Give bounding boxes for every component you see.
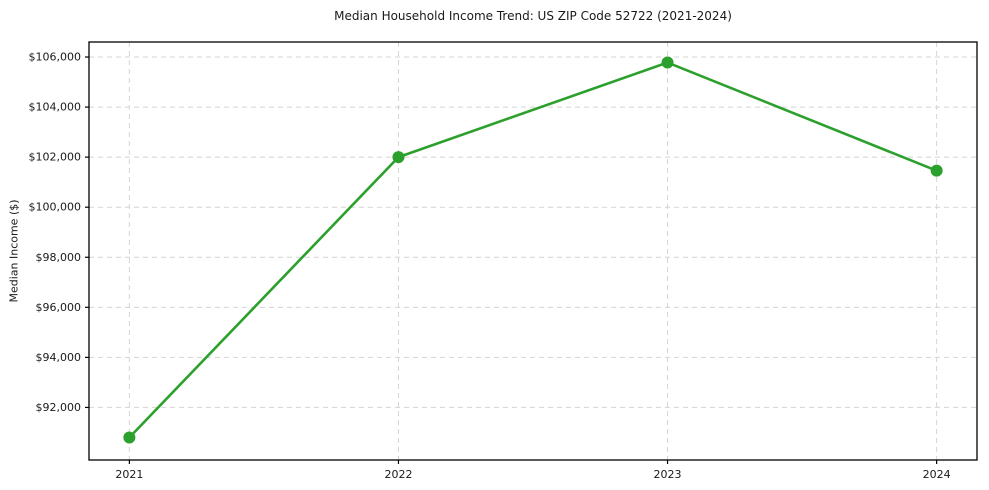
plot-border (88, 41, 978, 461)
y-tick-label: $96,000 (36, 301, 82, 314)
data-point-2022 (392, 151, 405, 164)
data-point-2023 (661, 56, 674, 69)
x-tick-label: 2022 (384, 468, 412, 481)
y-tick-label: $102,000 (29, 151, 82, 164)
y-tick-label: $104,000 (29, 101, 82, 114)
y-tick-label: $92,000 (36, 401, 82, 414)
chart-title: Median Household Income Trend: US ZIP Co… (334, 9, 732, 23)
y-tick-label: $94,000 (36, 351, 82, 364)
x-tick-label: 2021 (115, 468, 143, 481)
y-tick-label: $106,000 (29, 51, 82, 64)
data-point-2024 (930, 164, 943, 177)
axis-layer: $92,000 $94,000 $96,000 $98,000 $100,000 $102… (29, 41, 978, 481)
data-layer (123, 56, 943, 444)
trend-line (128, 61, 938, 439)
data-point-2021 (123, 431, 136, 444)
x-tick-label: 2024 (923, 468, 951, 481)
y-tick-label: $100,000 (29, 201, 82, 214)
y-tick-label: $98,000 (36, 251, 82, 264)
grid-layer (89, 42, 977, 460)
x-tick-label: 2023 (654, 468, 682, 481)
